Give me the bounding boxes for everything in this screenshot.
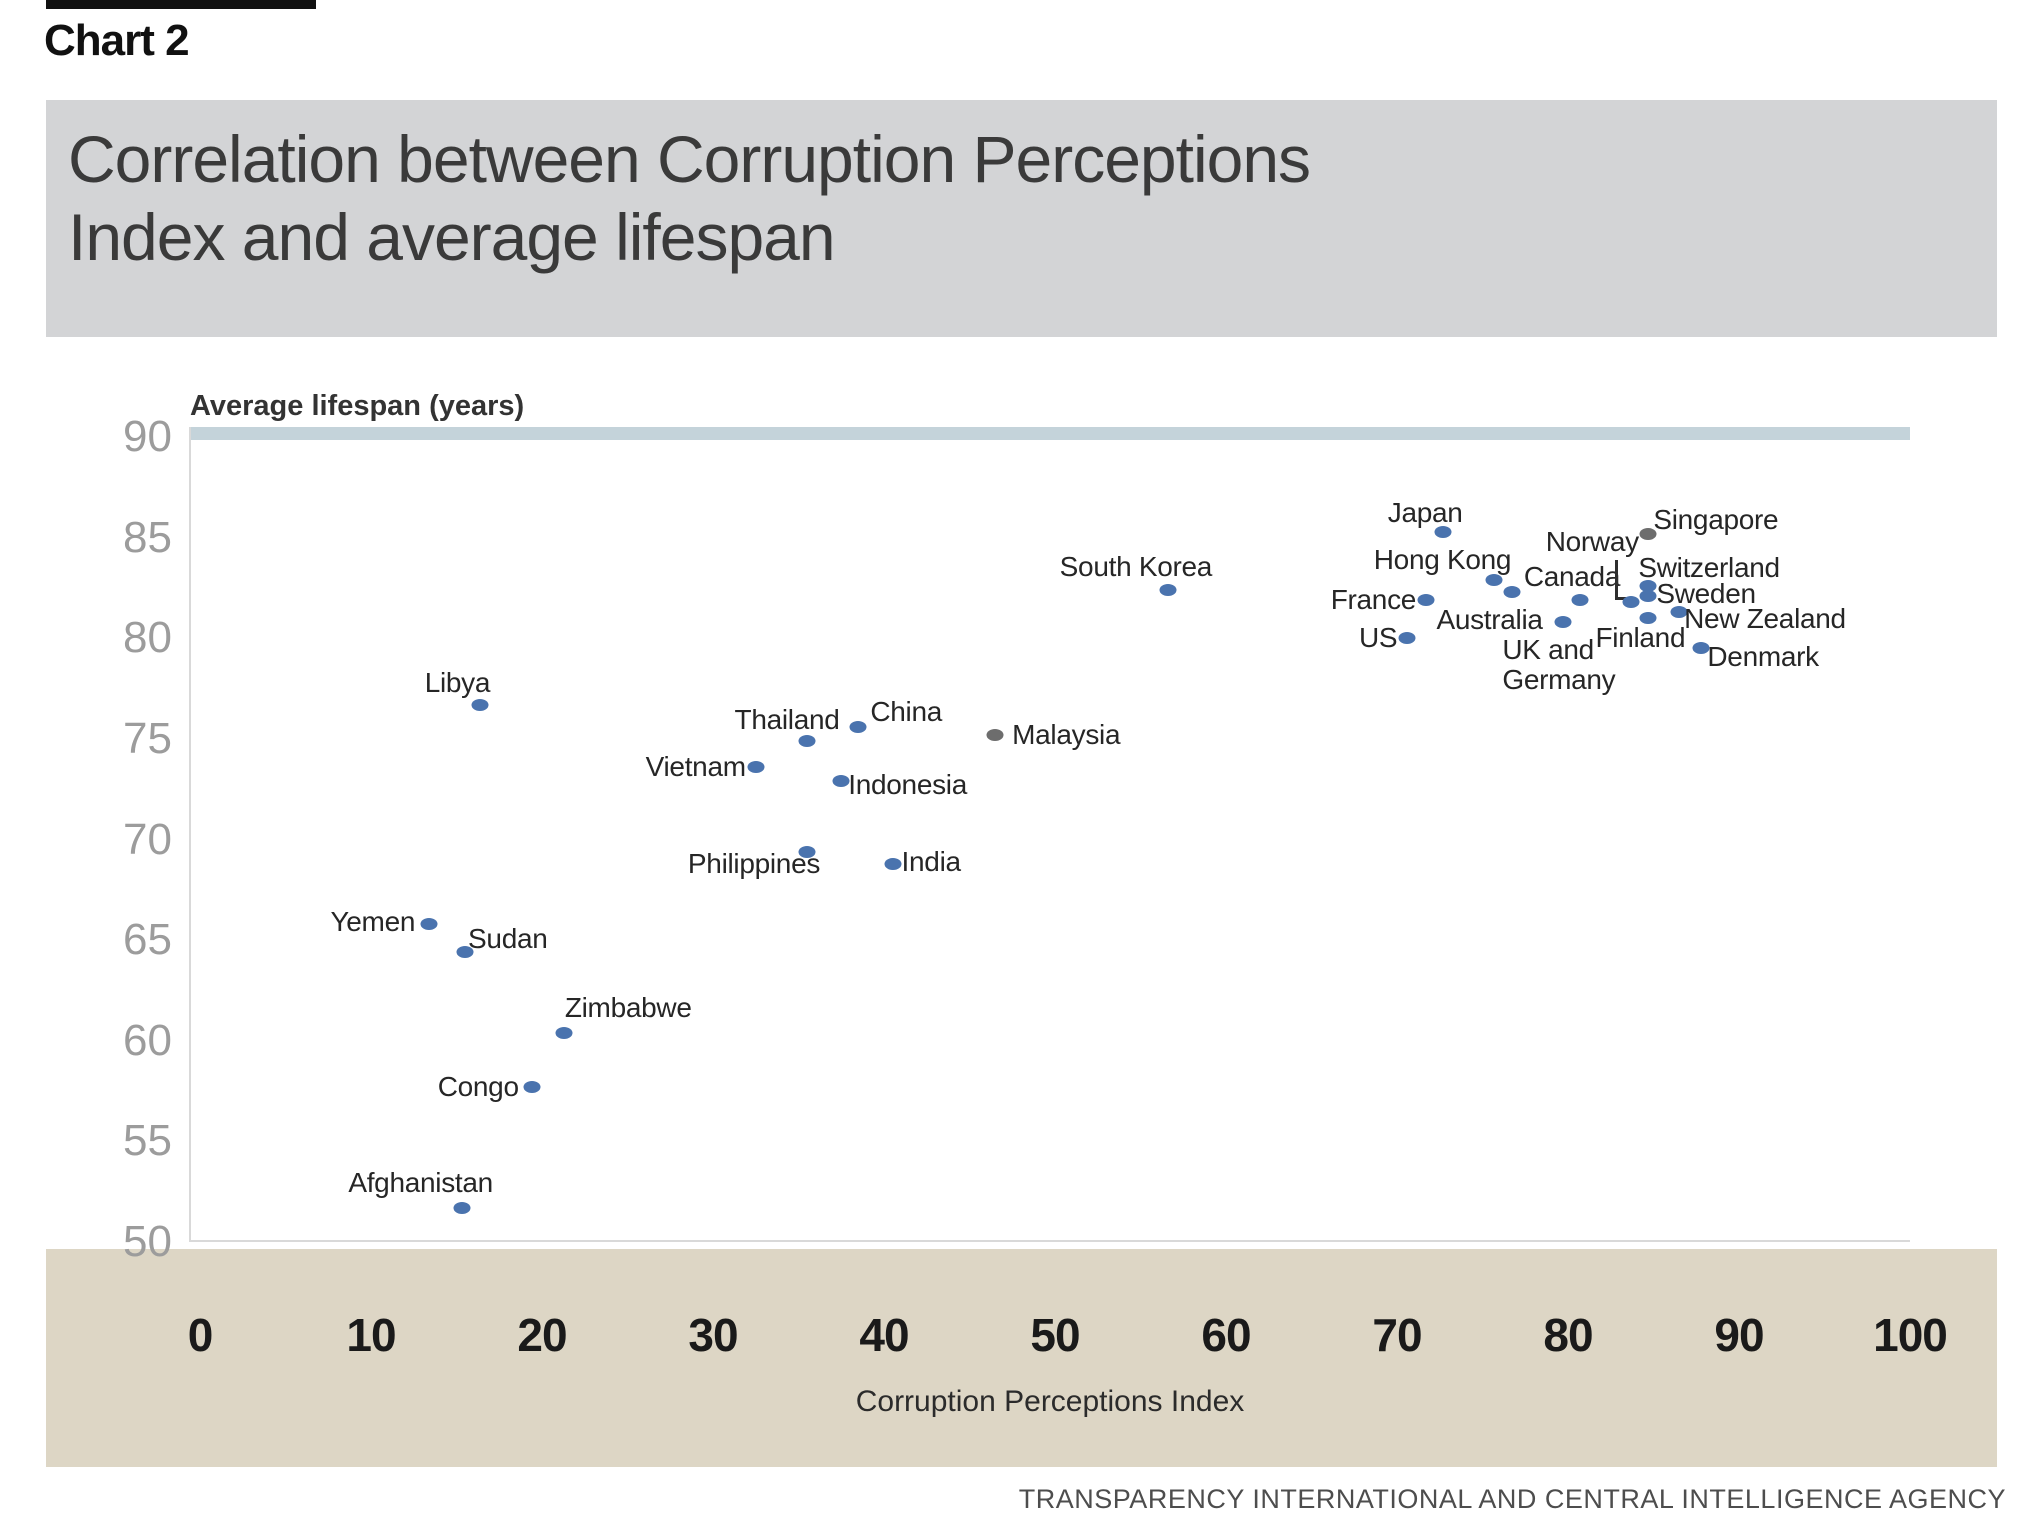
scatter-point-sudan — [456, 946, 474, 959]
point-label-philippines: Philippines — [687, 847, 821, 879]
point-label-china: China — [870, 695, 943, 727]
x-tick-10: 10 — [346, 1309, 396, 1361]
scatter-point-uk-and-germany — [1554, 616, 1572, 629]
scatter-point-indonesia — [832, 775, 850, 788]
x-tick-80: 80 — [1543, 1309, 1593, 1361]
scatter-point-china — [849, 720, 867, 733]
scatter-point-switzerland — [1639, 579, 1657, 592]
label-connector-vertical-norway — [1615, 560, 1619, 601]
scatter-point-philippines — [798, 845, 816, 858]
scatter-point-denmark — [1692, 642, 1710, 655]
x-axis-line — [189, 1240, 1910, 1242]
point-label-finland: Finland — [1595, 622, 1686, 654]
scatter-point-vietnam — [747, 761, 765, 774]
y-tick-90: 90 — [123, 412, 172, 461]
top-rule — [46, 0, 316, 9]
scatter-point-finland — [1639, 612, 1657, 625]
point-label-thailand: Thailand — [734, 703, 840, 735]
scatter-point-japan — [1434, 525, 1452, 538]
point-label-south-korea: South Korea — [1059, 550, 1213, 582]
point-label-new-zealand: New Zealand — [1684, 603, 1846, 635]
x-tick-30: 30 — [688, 1309, 738, 1361]
point-label-australia: Australia — [1436, 603, 1543, 635]
y-axis-line — [189, 427, 191, 1242]
scatter-point-new-zealand — [1670, 606, 1688, 619]
scatter-point-france — [1417, 594, 1435, 606]
y-tick-70: 70 — [123, 814, 172, 864]
y-tick-60: 60 — [123, 1015, 172, 1065]
y-tick-85: 85 — [123, 512, 172, 562]
gridline-90-band — [190, 427, 1910, 440]
chart-title-line1: Correlation between Corruption Perceptio… — [68, 122, 1311, 196]
point-label-malaysia: Malaysia — [1012, 718, 1121, 750]
point-label-yemen: Yemen — [330, 906, 416, 938]
x-tick-90: 90 — [1714, 1309, 1764, 1361]
y-tick-55: 55 — [123, 1116, 172, 1166]
y-tick-50: 50 — [123, 1217, 172, 1266]
chart-kicker: Chart 2 — [44, 16, 190, 65]
scatter-point-afghanistan — [453, 1201, 471, 1214]
point-label-zimbabwe: Zimbabwe — [564, 991, 692, 1023]
scatter-point-australia — [1503, 585, 1521, 598]
y-tick-65: 65 — [123, 915, 172, 965]
y-axis-title: Average lifespan (years) — [190, 390, 525, 422]
point-label-us: US — [1358, 622, 1398, 654]
point-label-sweden: Sweden — [1656, 577, 1756, 609]
point-label-india: India — [901, 845, 962, 877]
scatter-point-india — [884, 857, 902, 870]
point-label-hong-kong: Hong Kong — [1373, 543, 1512, 575]
point-label-singapore: Singapore — [1653, 503, 1779, 535]
x-tick-50: 50 — [1030, 1309, 1080, 1361]
scatter-point-canada — [1571, 594, 1589, 606]
scatter-point-libya — [471, 698, 489, 711]
point-label-denmark: Denmark — [1707, 641, 1819, 673]
point-label-japan: Japan — [1387, 496, 1463, 528]
scatter-point-malaysia — [986, 728, 1004, 741]
scatter-point-norway — [1622, 596, 1640, 609]
x-axis-title: Corruption Perceptions Index — [855, 1385, 1245, 1418]
point-label-sudan: Sudan — [468, 923, 548, 955]
point-label-uk-and-germany: UK and Germany — [1502, 634, 1616, 696]
scatter-point-sweden — [1639, 589, 1657, 602]
scatter-point-zimbabwe — [555, 1026, 573, 1039]
y-tick-80: 80 — [123, 613, 172, 663]
scatter-point-south-korea — [1159, 583, 1177, 596]
scatter-point-congo — [523, 1081, 541, 1094]
point-label-switzerland: Switzerland — [1638, 551, 1780, 583]
title-panel: Correlation between Corruption Perceptio… — [46, 100, 1997, 337]
scatter-point-us — [1398, 632, 1416, 645]
scatter-point-thailand — [798, 734, 816, 747]
scatter-point-hong-kong — [1485, 573, 1503, 586]
x-tick-60: 60 — [1201, 1309, 1251, 1361]
x-tick-100: 100 — [1873, 1309, 1948, 1361]
chart-title-line2: Index and average lifespan — [68, 200, 836, 274]
x-tick-70: 70 — [1372, 1309, 1422, 1361]
source-credit: TRANSPARENCY INTERNATIONAL AND CENTRAL I… — [1018, 1484, 2006, 1514]
point-label-congo: Congo — [437, 1071, 519, 1103]
point-label-indonesia: Indonesia — [848, 769, 967, 801]
x-tick-20: 20 — [517, 1309, 567, 1361]
x-axis-panel — [46, 1249, 1997, 1467]
y-tick-75: 75 — [123, 713, 172, 763]
point-label-canada: Canada — [1523, 561, 1621, 592]
chart-title: Correlation between Corruption Perceptio… — [46, 100, 1997, 276]
point-label-afghanistan: Afghanistan — [348, 1166, 493, 1198]
label-connector-horizontal-norway — [1615, 597, 1627, 601]
scatter-point-singapore — [1639, 527, 1657, 540]
x-tick-40: 40 — [859, 1309, 909, 1361]
point-label-libya: Libya — [424, 666, 491, 698]
x-tick-0: 0 — [187, 1309, 214, 1361]
point-label-france: France — [1330, 584, 1417, 615]
point-label-vietnam: Vietnam — [645, 751, 746, 783]
scatter-point-yemen — [420, 918, 438, 931]
point-label-norway: Norway — [1545, 526, 1639, 558]
